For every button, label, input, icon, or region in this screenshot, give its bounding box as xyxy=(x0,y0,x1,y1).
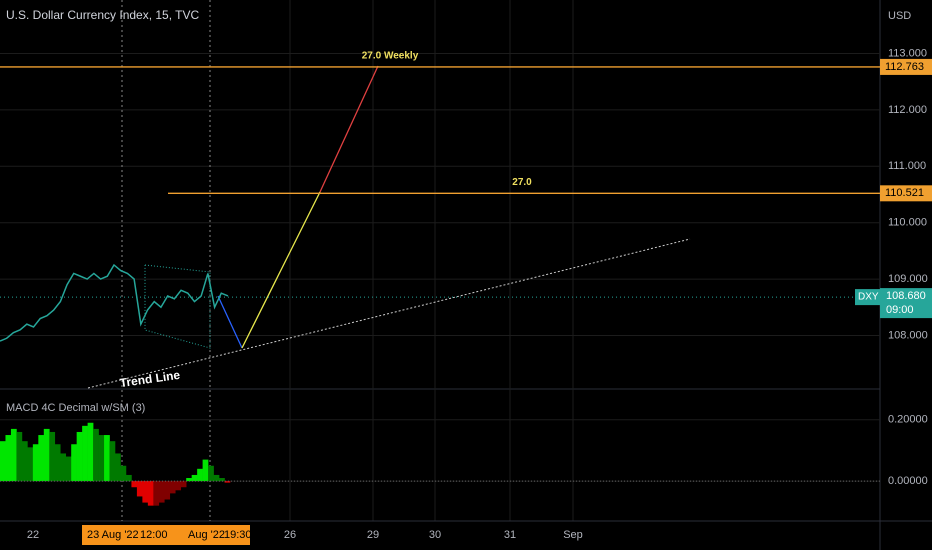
price-tag-label: 110.521 xyxy=(885,187,924,199)
histogram-bar xyxy=(202,459,209,482)
histogram-bar xyxy=(38,435,45,482)
histogram-bar xyxy=(93,428,99,482)
x-tick-label: 29 xyxy=(367,529,379,541)
x-tick-label: 31 xyxy=(504,529,516,541)
histogram-bar xyxy=(5,435,12,482)
histogram-bar xyxy=(120,465,127,482)
price-tag xyxy=(880,185,932,202)
histogram-bar xyxy=(43,428,50,482)
y-tick-label: 110.000 xyxy=(888,217,927,229)
y-tick-label: 111.000 xyxy=(888,160,926,172)
price-tag-label: 112.763 xyxy=(885,61,924,73)
time-highlight-label: 12:00 xyxy=(140,529,168,541)
x-tick-label: Sep xyxy=(563,529,583,541)
histogram-bar xyxy=(115,453,121,482)
histogram-bar xyxy=(87,422,94,482)
histogram-bar xyxy=(136,481,143,497)
histogram-bar xyxy=(32,444,39,482)
countdown: 09:00 xyxy=(886,304,914,316)
y-tick-label: 113.000 xyxy=(888,47,927,59)
histogram-bar xyxy=(219,478,225,482)
symbol-tag xyxy=(855,289,880,306)
histogram-bar xyxy=(180,481,187,488)
current-tag xyxy=(880,288,932,319)
histogram-bar xyxy=(169,481,176,494)
arrow xyxy=(241,191,321,349)
y-tick-label: 109.000 xyxy=(888,273,928,285)
histogram-bar xyxy=(82,425,88,482)
histogram-bar xyxy=(71,444,77,482)
level-annotation: 27.0 Weekly xyxy=(362,51,419,62)
histogram-bar xyxy=(147,481,154,506)
histogram-bar xyxy=(142,481,149,503)
title: U.S. Dollar Currency Index, 15, TVC xyxy=(6,8,200,22)
histogram-bar xyxy=(104,435,110,482)
histogram-bar xyxy=(27,447,34,482)
histogram-bar xyxy=(60,453,67,482)
histogram-bar xyxy=(208,465,214,482)
time-highlight-label: Aug '22 xyxy=(188,529,225,541)
arrow xyxy=(319,65,379,193)
histogram-bar xyxy=(76,431,83,482)
time-highlight-label: 23 Aug '22 xyxy=(87,529,139,541)
histogram-bar xyxy=(49,431,56,482)
level-annotation: 27.0 xyxy=(512,177,532,188)
histogram-bar xyxy=(98,435,105,482)
histogram-bar xyxy=(10,428,17,482)
channel xyxy=(144,264,211,349)
histogram-bar xyxy=(158,481,165,503)
histogram-bar xyxy=(54,444,61,482)
histogram-bar xyxy=(16,431,23,482)
histogram-bar xyxy=(153,481,160,506)
histogram-bar xyxy=(0,441,6,482)
time-highlight xyxy=(82,525,250,545)
y-tick-label: 112.000 xyxy=(888,104,927,116)
symbol-label: DXY xyxy=(858,292,879,303)
histogram-bar xyxy=(65,456,72,482)
unit: USD xyxy=(888,10,911,22)
histogram-bar xyxy=(131,481,138,488)
histogram-bar xyxy=(213,474,220,482)
histogram-bar xyxy=(186,478,192,482)
histogram-bar xyxy=(164,481,171,500)
histogram-bar xyxy=(21,441,28,482)
histogram-bar xyxy=(125,474,132,482)
x-tick-label: 26 xyxy=(284,529,296,541)
x-tick-label: 30 xyxy=(429,529,441,541)
y-tick-label: 0.00000 xyxy=(888,475,928,487)
histogram-bar xyxy=(175,481,182,491)
price-tag xyxy=(880,58,932,75)
histogram-bar xyxy=(224,481,231,483)
current-price: 108.680 xyxy=(886,290,926,302)
time-highlight-label: 19:30 xyxy=(224,529,252,541)
histogram-bar xyxy=(197,468,203,482)
price-line xyxy=(0,263,229,342)
arrow xyxy=(217,295,243,349)
trend-line xyxy=(87,238,691,389)
x-tick-label: 22 xyxy=(27,529,39,541)
histogram-bar xyxy=(109,441,116,482)
indicator-title: MACD 4C Decimal w/SM (3) xyxy=(6,402,145,414)
histogram-bar xyxy=(191,474,198,482)
y-tick-label: 108.000 xyxy=(888,329,928,341)
y-tick-label: 0.20000 xyxy=(888,414,928,426)
